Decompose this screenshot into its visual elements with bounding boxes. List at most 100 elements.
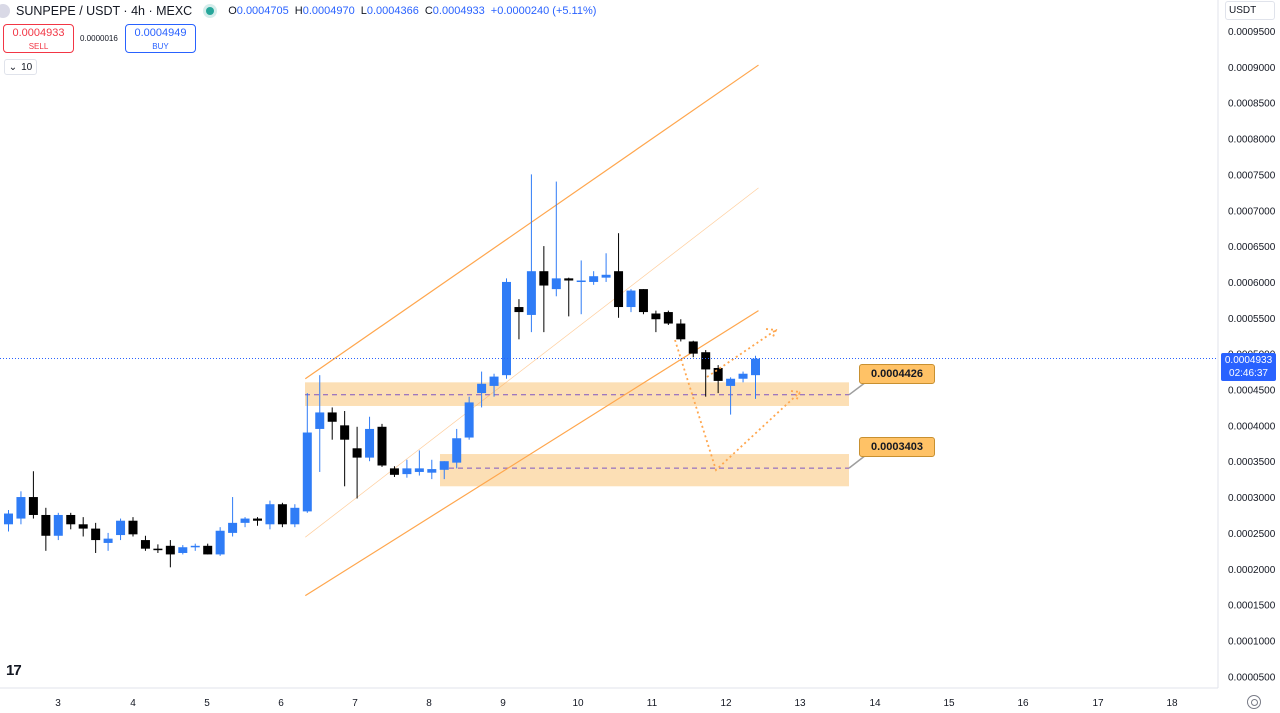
candle-body [228, 522, 238, 533]
y-tick-label: 0.0009500 [1228, 27, 1276, 38]
arrow-head [765, 328, 778, 340]
chevron-down-icon: ⌄ [8, 61, 18, 73]
support-zone [440, 454, 849, 487]
candle-body [738, 373, 748, 379]
y-tick-label: 0.0004500 [1228, 386, 1276, 397]
candle-body [365, 428, 375, 458]
x-tick-label: 17 [1092, 698, 1104, 709]
candle-body [103, 538, 113, 543]
projection-arrow-short [706, 329, 777, 378]
sell-button[interactable]: 0.0004933 SELL [3, 24, 74, 53]
candle-body [203, 545, 213, 555]
last-price-value: 0.0004933 [1224, 355, 1273, 366]
candle-body [78, 524, 88, 529]
candle-body [377, 426, 387, 466]
candle-body [340, 425, 350, 440]
y-tick-label: 0.0008000 [1228, 135, 1276, 146]
channel-lower-line [304, 310, 759, 597]
ohlc-values: O0.0004705 H0.0004970 L0.0004366 C0.0004… [228, 5, 597, 17]
candle-body [4, 513, 13, 525]
y-tick-label: 0.0003500 [1228, 457, 1276, 468]
y-tick-label: 0.0001500 [1228, 601, 1276, 612]
x-tick-label: 6 [278, 698, 284, 709]
candle-body [701, 352, 711, 370]
x-tick-label: 3 [55, 698, 61, 709]
x-tick-label: 18 [1166, 698, 1178, 709]
x-tick-label: 14 [869, 698, 881, 709]
y-tick-label: 0.0005500 [1228, 314, 1276, 325]
y-tick-label: 0.0008500 [1228, 99, 1276, 110]
buy-button[interactable]: 0.0004949 BUY [125, 24, 196, 53]
symbol-title[interactable]: SUNPEPE / USDT · 4h · MEXC [16, 4, 193, 18]
candle-body [651, 313, 661, 320]
buy-label: BUY [152, 42, 169, 51]
candle-body [265, 504, 275, 525]
candle-body [402, 468, 412, 475]
candle-body [638, 289, 648, 313]
tradingview-logo-icon[interactable]: 17 [6, 662, 22, 679]
candle-body [178, 547, 188, 553]
y-tick-label: 0.0006000 [1228, 278, 1276, 289]
candle-body [676, 323, 686, 340]
currency-selector[interactable]: USDT [1225, 1, 1275, 20]
support-zone [305, 382, 849, 406]
projection-arrow-long [674, 339, 801, 472]
y-tick-label: 0.0007000 [1228, 206, 1276, 217]
gear-icon[interactable] [1247, 695, 1261, 709]
candle-body [240, 518, 250, 523]
candle-body [315, 412, 325, 429]
arrow-head [790, 390, 802, 402]
lower-zone-label[interactable]: 0.0003403 [859, 437, 935, 457]
symbol-logo-icon [0, 4, 10, 18]
y-tick-label: 0.0003000 [1228, 493, 1276, 504]
y-tick-label: 0.0007500 [1228, 170, 1276, 181]
candle-body [140, 540, 150, 549]
candle-body [663, 312, 673, 324]
sell-label: SELL [28, 42, 49, 51]
candle-body [91, 528, 101, 541]
candle-body [28, 497, 38, 515]
candle-body [688, 341, 698, 354]
candle-body [502, 281, 511, 376]
spread-value: 0.0000016 [80, 34, 118, 43]
candle-body [489, 376, 499, 386]
candle-body [116, 520, 126, 536]
candle-body [614, 271, 624, 308]
y-tick-label: 0.0006500 [1228, 242, 1276, 253]
candle-body [253, 518, 262, 521]
quantity-value: 10 [21, 61, 33, 73]
candle-body [302, 432, 312, 512]
zone-label-connector [848, 454, 867, 469]
last-price-label: 0.0004933 02:46:37 [1221, 353, 1276, 381]
x-tick-label: 16 [1017, 698, 1029, 709]
candle-body [477, 383, 487, 394]
symbol-header: SUNPEPE / USDT · 4h · MEXC O0.0004705 H0… [0, 0, 596, 22]
zone-label-connector [848, 381, 867, 396]
x-tick-label: 4 [130, 698, 136, 709]
market-status-icon [206, 7, 215, 15]
candle-body [439, 461, 449, 470]
sell-price: 0.0004933 [12, 27, 65, 39]
channel-mid-line [305, 187, 759, 538]
candle-body [165, 545, 175, 555]
candle-body [514, 307, 524, 313]
y-tick-label: 0.0004000 [1228, 421, 1276, 432]
candle-body [16, 497, 26, 519]
quantity-stepper[interactable]: ⌄ 10 [4, 59, 37, 75]
candle-body [153, 548, 163, 551]
candle-body [564, 278, 574, 281]
bar-countdown: 02:46:37 [1229, 368, 1268, 379]
y-tick-label: 0.0001000 [1228, 636, 1276, 647]
candle-body [215, 530, 225, 555]
upper-zone-label[interactable]: 0.0004426 [859, 364, 935, 384]
candle-body [414, 468, 424, 472]
candle-body [128, 520, 138, 535]
candle-body [41, 514, 51, 536]
candle-body [290, 507, 300, 525]
candle-body [66, 514, 76, 525]
candle-body [713, 367, 723, 381]
candle-body [352, 448, 362, 458]
candle-body [277, 504, 287, 525]
x-tick-label: 11 [647, 698, 658, 709]
